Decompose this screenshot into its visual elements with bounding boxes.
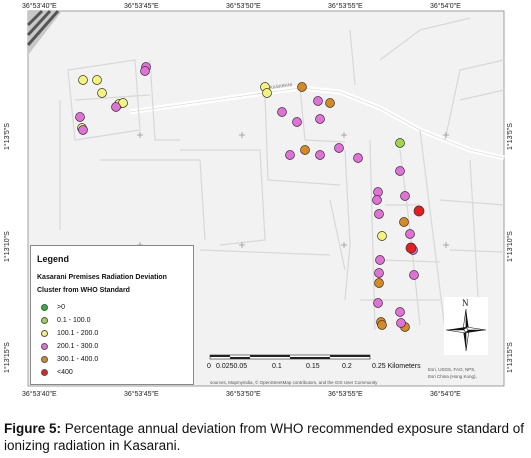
sample-point[interactable] bbox=[395, 138, 405, 148]
road-network bbox=[59, 17, 505, 331]
legend-label: <400 bbox=[57, 368, 73, 376]
sample-point[interactable] bbox=[395, 307, 405, 317]
top-coord-1: 36°53'40"E bbox=[22, 2, 57, 10]
legend-item: 100.1 - 200.0 bbox=[41, 327, 98, 339]
sample-point[interactable] bbox=[372, 195, 382, 205]
compass-icon: N bbox=[445, 298, 487, 352]
scale-label-0: 0 bbox=[207, 363, 211, 370]
sample-point[interactable] bbox=[313, 96, 323, 106]
sample-point[interactable] bbox=[396, 318, 406, 328]
sample-point[interactable] bbox=[262, 88, 272, 98]
north-label: N bbox=[462, 298, 469, 308]
sample-point[interactable] bbox=[400, 191, 410, 201]
legend-title: Legend bbox=[37, 254, 70, 264]
legend-label: >0 bbox=[57, 303, 65, 311]
left-coord-3: 1°13'15"S bbox=[3, 342, 11, 373]
sample-point[interactable] bbox=[377, 231, 387, 241]
right-coord-3: 1°13'15"S bbox=[506, 342, 514, 373]
top-coord-4: 36°53'55"E bbox=[328, 2, 363, 10]
right-coord-2: 1°13'10"S bbox=[506, 231, 514, 262]
top-coord-2: 36°53'45"E bbox=[124, 2, 159, 10]
bottom-coord-4: 36°53'55"E bbox=[328, 390, 363, 398]
legend-swatch bbox=[41, 342, 48, 350]
top-coord-5: 36°54'0"E bbox=[430, 2, 461, 10]
sample-point[interactable] bbox=[377, 320, 387, 330]
bottom-coord-3: 36°53'50"E bbox=[226, 390, 261, 398]
attribution-right-2: Esri China (Hong Kong), bbox=[428, 374, 477, 379]
legend-swatch bbox=[41, 316, 48, 324]
sample-point[interactable] bbox=[413, 205, 425, 217]
top-coord-3: 36°53'50"E bbox=[226, 2, 261, 10]
sample-point[interactable] bbox=[297, 82, 307, 92]
legend-label: 100.1 - 200.0 bbox=[57, 329, 99, 337]
legend-swatch bbox=[41, 303, 48, 311]
sample-point[interactable] bbox=[300, 145, 310, 155]
sample-point[interactable] bbox=[409, 270, 419, 280]
legend-swatch bbox=[41, 355, 48, 363]
graticule-crosses bbox=[137, 132, 449, 248]
sample-point[interactable] bbox=[374, 209, 384, 219]
sample-point[interactable] bbox=[353, 153, 363, 163]
sample-point[interactable] bbox=[375, 255, 385, 265]
legend-label: 0.1 - 100.0 bbox=[57, 316, 91, 324]
legend-swatch bbox=[41, 368, 48, 376]
legend-item: 0.1 - 100.0 bbox=[41, 314, 90, 326]
points-layer bbox=[75, 62, 425, 332]
sample-point[interactable] bbox=[373, 187, 383, 197]
sample-point[interactable] bbox=[374, 278, 384, 288]
sample-point[interactable] bbox=[97, 88, 107, 98]
left-coord-2: 1°13'10"S bbox=[3, 231, 11, 262]
sample-point[interactable] bbox=[111, 102, 121, 112]
sample-point[interactable] bbox=[399, 217, 409, 227]
scale-label-3: 0.15 bbox=[306, 363, 320, 370]
scale-label-2: 0.1 bbox=[272, 363, 282, 370]
legend-item: 300.1 - 400.0 bbox=[41, 353, 98, 365]
sample-point[interactable] bbox=[78, 125, 88, 135]
north-arrow: N bbox=[444, 297, 488, 355]
legend-subtitle-2: Cluster from WHO Standard bbox=[37, 287, 130, 294]
sample-point[interactable] bbox=[395, 166, 405, 176]
right-coord-1: 1°13'5"S bbox=[506, 123, 514, 150]
sample-point[interactable] bbox=[285, 150, 295, 160]
sample-point[interactable] bbox=[374, 268, 384, 278]
sample-point[interactable] bbox=[325, 98, 335, 108]
attribution-left: sources, Mapmyindia, © OpenStreetMap con… bbox=[210, 380, 378, 385]
bottom-coord-1: 36°53'40"E bbox=[22, 390, 57, 398]
sample-point[interactable] bbox=[405, 229, 415, 239]
scale-bar bbox=[209, 354, 371, 360]
sample-point[interactable] bbox=[334, 143, 344, 153]
figure-caption: Figure 5: Percentage annual deviation fr… bbox=[4, 420, 529, 454]
legend-subtitle-1: Kasarani Premises Radiation Deviation bbox=[37, 274, 167, 281]
scale-label-4: 0.2 bbox=[342, 363, 352, 370]
legend-label: 200.1 - 300.0 bbox=[57, 342, 99, 350]
sample-point[interactable] bbox=[140, 66, 150, 76]
sample-point[interactable] bbox=[78, 75, 88, 85]
road-label: KASARANI bbox=[269, 82, 292, 90]
legend-item: >0 bbox=[41, 301, 65, 313]
caption-text: Percentage annual deviation from WHO rec… bbox=[4, 421, 525, 453]
legend-swatch bbox=[41, 329, 48, 337]
sample-point[interactable] bbox=[277, 107, 287, 117]
legend: Legend Kasarani Premises Radiation Devia… bbox=[30, 245, 194, 385]
legend-item: <400 bbox=[41, 366, 73, 378]
bottom-coord-2: 36°53'45"E bbox=[124, 390, 159, 398]
scale-label-1: 0.0250.05 bbox=[216, 363, 248, 370]
sample-point[interactable] bbox=[75, 112, 85, 122]
legend-item: 200.1 - 300.0 bbox=[41, 340, 98, 352]
sample-point[interactable] bbox=[315, 150, 325, 160]
legend-label: 300.1 - 400.0 bbox=[57, 355, 99, 363]
scale-label-5: 0.25 Kilometers bbox=[372, 363, 421, 370]
attribution-right-1: Esri, USGS, FAO, NPS, bbox=[428, 367, 476, 372]
sample-point[interactable] bbox=[405, 242, 417, 254]
bottom-coord-5: 36°54'0"E bbox=[430, 390, 461, 398]
left-coord-1: 1°13'5"S bbox=[3, 123, 11, 150]
sample-point[interactable] bbox=[92, 75, 102, 85]
figure-label: Figure 5: bbox=[4, 421, 62, 436]
sample-point[interactable] bbox=[292, 117, 302, 127]
sample-point[interactable] bbox=[373, 298, 383, 308]
sample-point[interactable] bbox=[315, 114, 325, 124]
map-area[interactable]: KASARANI 36°53'40"E 36°53'45"E 36°53'50"… bbox=[0, 0, 531, 410]
hatched-area bbox=[26, 9, 62, 55]
